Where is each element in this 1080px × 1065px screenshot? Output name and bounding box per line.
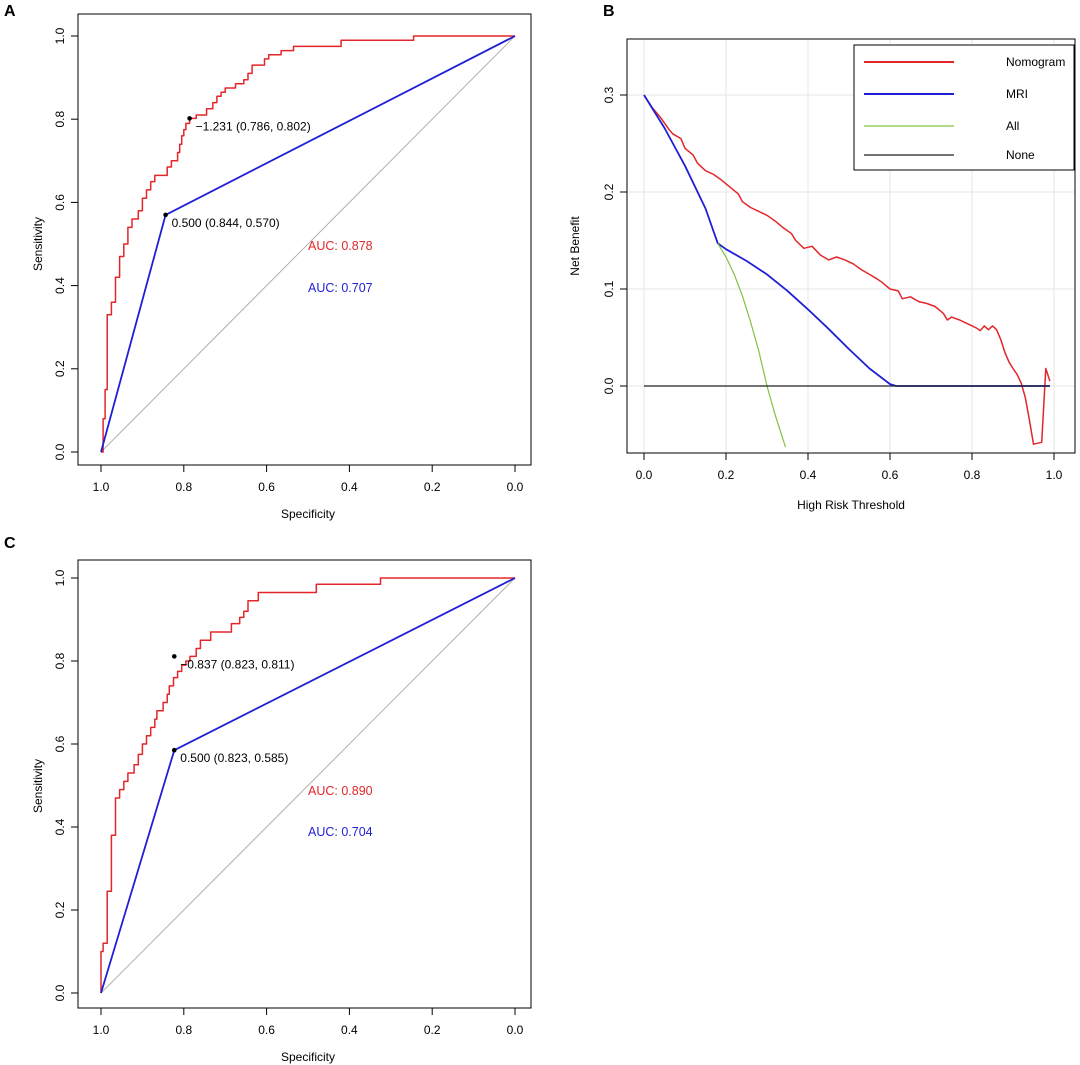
panel-c-diagonal-reference <box>100 577 516 994</box>
c-y-tick-label-5: 1.0 <box>53 569 67 586</box>
b-x-tick-label-4: 0.8 <box>964 468 981 482</box>
b-x-tick-label-5: 1.0 <box>1046 468 1063 482</box>
c-x-tick-label-0: 1.0 <box>93 1023 110 1037</box>
legend-label-none: None <box>1006 148 1035 162</box>
panel-c-auc-mri: AUC: 0.704 <box>308 825 373 839</box>
a-cutoff-label-1: 0.500 (0.844, 0.570) <box>172 216 280 230</box>
panel-b-x-axis: 0.0 0.2 0.4 0.6 0.8 1.0 <box>636 452 1063 482</box>
panel-c-y-axis-title: Sensitivity <box>31 759 45 813</box>
a-cutoff-point-0 <box>187 116 192 121</box>
a-y-tick-label-3: 0.6 <box>53 194 67 211</box>
a-x-tick-label-3: 0.4 <box>341 480 358 494</box>
panel-a-auc-mri: AUC: 0.707 <box>308 281 373 295</box>
panel-a-y-axis-title: Sensitivity <box>31 217 45 271</box>
panel-b-letter: B <box>603 3 615 20</box>
panel-a-plot-frame <box>77 13 532 466</box>
b-y-tick-label-3: 0.3 <box>602 86 616 103</box>
c-x-tick-label-2: 0.6 <box>258 1023 275 1037</box>
panel-a-y-axis: 0.0 0.2 0.4 0.6 0.8 1.0 <box>53 27 79 460</box>
b-y-tick-label-2: 0.2 <box>602 183 616 200</box>
panel-b-series <box>643 94 1051 448</box>
panel-a: A 1.0 0.8 0.6 0.4 0.2 0.0 0.00.20.40.60.81.0 … <box>4 3 532 521</box>
legend-label-nomogram: Nomogram <box>1006 55 1065 69</box>
b-series-mri-line <box>643 94 1050 387</box>
panel-c-letter: C <box>4 535 16 552</box>
a-x-tick-label-2: 0.6 <box>258 480 275 494</box>
panel-a-x-axis: 1.0 0.8 0.6 0.4 0.2 0.0 <box>93 464 524 494</box>
c-y-tick-label-3: 0.6 <box>53 735 67 752</box>
b-y-tick-label-1: 0.1 <box>602 280 616 297</box>
a-y-tick-label-4: 0.8 <box>53 111 67 128</box>
c-y-tick-label-2: 0.4 <box>53 818 67 835</box>
a-cutoff-label-0: −1.231 (0.786, 0.802) <box>196 119 311 133</box>
panel-a-auc-nomogram: AUC: 0.878 <box>308 239 373 253</box>
b-series-all-line <box>717 243 787 448</box>
panel-a-annotations: −1.231 (0.786, 0.802) 0.500 (0.844, 0.570… <box>163 116 311 230</box>
a-cutoff-point-1 <box>163 212 168 218</box>
a-y-tick-label-2: 0.4 <box>53 277 67 294</box>
panel-b-y-axis-title: Net Benefit <box>568 216 582 276</box>
panel-b-legend: Nomogram MRI All None <box>853 44 1075 171</box>
a-x-tick-label-1: 0.8 <box>175 480 192 494</box>
b-x-tick-label-1: 0.2 <box>718 468 735 482</box>
c-y-tick-label-4: 0.8 <box>53 652 67 669</box>
a-y-tick-label-1: 0.2 <box>53 360 67 377</box>
c-y-tick-label-0: 0.0 <box>53 984 67 1001</box>
legend-label-all: All <box>1006 119 1019 133</box>
c-x-tick-label-4: 0.2 <box>424 1023 441 1037</box>
b-y-tick-label-0: 0.0 <box>602 377 616 394</box>
panel-c-annotations: −0.837 (0.823, 0.811) 0.500 (0.823, 0.585… <box>171 654 294 765</box>
a-y-tick-label-5: 1.0 <box>53 27 67 44</box>
c-x-tick-label-5: 0.0 <box>507 1023 524 1037</box>
panel-c-x-axis: 1.0 0.8 0.6 0.4 0.2 0.0 <box>93 1007 524 1037</box>
panel-a-letter: A <box>4 3 16 20</box>
panel-c-auc-nomogram: AUC: 0.890 <box>308 784 373 798</box>
panel-b-x-axis-title: High Risk Threshold <box>797 498 905 512</box>
a-x-tick-label-4: 0.2 <box>424 480 441 494</box>
c-cutoff-label-0: −0.837 (0.823, 0.811) <box>180 657 294 671</box>
c-cutoff-label-1: 0.500 (0.823, 0.585) <box>180 751 288 765</box>
b-series-nomogram-line <box>643 94 1051 445</box>
c-y-tick-label-1: 0.2 <box>53 901 67 918</box>
panel-c-x-axis-title: Specificity <box>281 1050 335 1064</box>
b-x-tick-label-3: 0.6 <box>882 468 899 482</box>
c-cutoff-point-0 <box>171 654 177 659</box>
c-x-tick-label-1: 0.8 <box>175 1023 192 1037</box>
c-cutoff-point-1 <box>171 747 177 753</box>
panel-a-diagonal-reference <box>100 35 516 453</box>
a-y-tick-label-0: 0.0 <box>53 443 67 460</box>
b-x-tick-label-2: 0.4 <box>800 468 817 482</box>
panel-c-y-axis: 0.0 0.2 0.4 0.6 0.8 1.0 <box>53 569 79 1001</box>
a-x-tick-label-0: 1.0 <box>93 480 110 494</box>
c-series-nomogram-line <box>100 577 515 993</box>
b-x-tick-label-0: 0.0 <box>636 468 653 482</box>
c-x-tick-label-3: 0.4 <box>341 1023 358 1037</box>
panel-a-x-axis-title: Specificity <box>281 507 335 521</box>
panel-c-plot-frame <box>77 559 532 1009</box>
panel-b-y-axis: 0.0 0.1 0.2 0.3 <box>602 86 628 394</box>
a-series-nomogram-line <box>101 35 515 453</box>
a-x-tick-label-5: 0.0 <box>507 480 524 494</box>
legend-label-mri: MRI <box>1006 87 1028 101</box>
panel-b-legend-box <box>853 44 1075 171</box>
panel-c: C 1.0 0.8 0.6 0.4 0.2 0.0 0.00.20.40.60.81.0 … <box>4 535 532 1064</box>
panel-b: B 0.0 0.2 0.4 0.6 0.8 1.0 0.0 0.1 0.2 0.3 Nomogr… <box>568 3 1076 512</box>
